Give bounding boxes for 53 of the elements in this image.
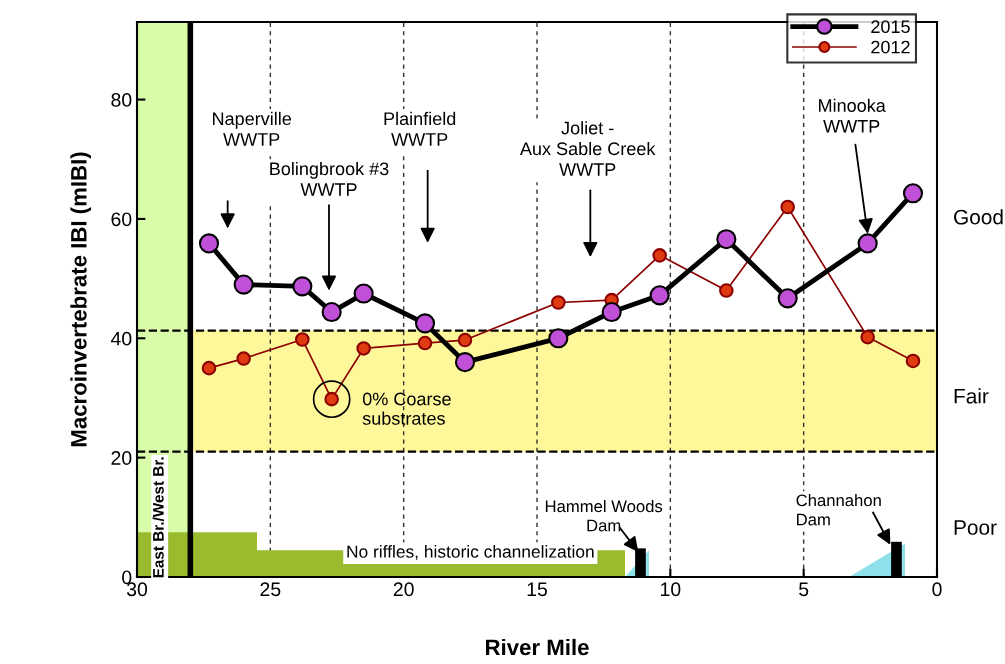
point bbox=[417, 335, 433, 351]
point bbox=[777, 288, 798, 309]
y-axis-title: Macroinvertebrate IBI (mIBI) bbox=[70, 152, 92, 447]
point bbox=[321, 301, 342, 323]
x-tick-label: 25 bbox=[260, 582, 281, 597]
annotation: 0% Coarse substrates bbox=[362, 392, 451, 425]
point bbox=[201, 360, 217, 376]
x-tick-label: 5 bbox=[799, 582, 809, 597]
text: Good bbox=[954, 209, 1003, 225]
point bbox=[356, 341, 371, 356]
point bbox=[780, 199, 795, 215]
y-tick-label: 20 bbox=[111, 451, 132, 465]
y-tick-label: 60 bbox=[111, 212, 132, 227]
point bbox=[716, 229, 737, 250]
x-tick-label: 10 bbox=[661, 582, 681, 597]
point bbox=[548, 328, 569, 349]
legend-label: 2015 bbox=[871, 20, 910, 34]
point bbox=[353, 283, 374, 304]
point bbox=[902, 183, 924, 204]
point bbox=[652, 248, 667, 263]
point bbox=[860, 329, 875, 345]
point bbox=[295, 332, 310, 347]
x-tick-label: 20 bbox=[393, 582, 414, 597]
point bbox=[457, 332, 473, 348]
x-axis-title: River Mile bbox=[486, 638, 589, 656]
point bbox=[236, 351, 251, 366]
point bbox=[719, 283, 734, 298]
y-tick-label: 80 bbox=[111, 93, 132, 107]
point bbox=[551, 295, 566, 310]
band-label: East Br./West Br. bbox=[152, 457, 164, 578]
annotation: Bolingbrook #3 WWTP bbox=[270, 161, 389, 196]
annotation: Naperville WWTP bbox=[213, 111, 292, 146]
annotation: No riffles, historic channelization bbox=[347, 545, 594, 560]
point bbox=[198, 233, 220, 254]
point bbox=[233, 274, 254, 295]
point bbox=[454, 352, 476, 373]
legend-label: 2012 bbox=[871, 40, 910, 54]
x-tick-label: 15 bbox=[527, 582, 547, 597]
annotation: Plainfield WWTP bbox=[384, 111, 456, 146]
point bbox=[414, 313, 436, 334]
y-tick-label: 40 bbox=[110, 331, 132, 346]
text: Poor bbox=[954, 520, 997, 535]
x-tick-label: 0 bbox=[932, 582, 942, 597]
point bbox=[905, 353, 921, 369]
annotation: Channahon Dam bbox=[796, 494, 881, 526]
point bbox=[649, 285, 670, 306]
point bbox=[292, 276, 313, 297]
annotation: Minooka WWTP bbox=[819, 98, 886, 133]
annotation: Hammel Woods Dam bbox=[545, 499, 663, 532]
point bbox=[857, 233, 878, 254]
text: Fair bbox=[954, 388, 989, 404]
point bbox=[601, 301, 622, 323]
annotation: Joliet - Aux Sable Creek WWTP bbox=[519, 121, 656, 176]
